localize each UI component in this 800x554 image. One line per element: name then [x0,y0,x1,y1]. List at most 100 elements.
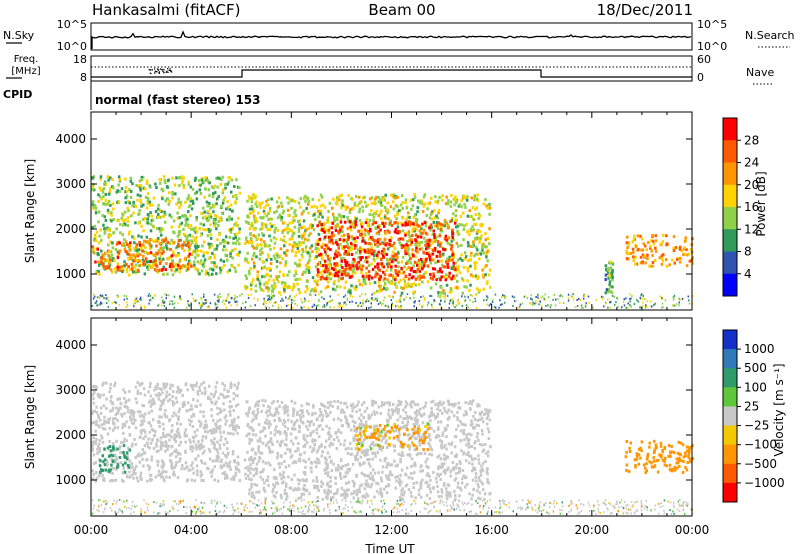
power-echo-cell [146,265,149,269]
power-echo-cell [450,193,453,197]
power-echo-cell [454,221,457,225]
power-echo-cell [387,274,391,278]
power-echo-cell [259,252,262,256]
velocity-echo-cell [223,395,226,399]
velocity-echo-cell [118,456,122,459]
power-echo-cell [357,256,360,260]
power-echo-cell [278,270,282,274]
power-clutter-cell [234,296,237,299]
velocity-echo-cell [137,452,140,456]
power-echo-cell [368,251,371,255]
velocity-echo-cell [391,412,394,416]
power-echo-cell [217,195,220,199]
power-echo-cell [401,237,405,241]
power-clutter-cell [413,296,415,299]
power-echo-cell [212,192,215,196]
velocity-echo-cell [170,452,174,456]
power-echo-cell [416,261,419,265]
power-echo-cell [321,276,324,280]
power-echo-cell [433,247,437,250]
velocity-echo-cell [192,446,195,450]
velocity-echo-cell [178,390,181,394]
velocity-echo-cell [103,447,106,451]
power-echo-cell [189,203,192,207]
velocity-echo-cell [162,463,166,467]
power-clutter-cell [234,301,237,303]
power-echo-cell [321,215,324,219]
power-clutter-cell [160,304,163,307]
power-echo-cell [412,270,416,273]
power-echo-cell [438,234,441,238]
nave-label: Nave [746,66,774,79]
velocity-echo-cell [217,426,220,430]
velocity-echo-cell [323,409,327,413]
power-echo-cell [280,216,284,220]
power-echo-cell [423,236,426,240]
power-echo-cell [212,186,215,190]
power-echo-cell [405,246,409,250]
velocity-echo-cell [233,417,236,421]
velocity-echo-cell [299,496,303,499]
power-clutter-cell [526,297,528,300]
power-echo-cell [137,220,141,224]
velocity-echo-cell [220,458,223,462]
velocity-echo-cell [132,417,135,421]
velocity-echo-cell [374,401,378,405]
power-echo-cell [373,249,376,253]
velocity-echo-cell [231,421,234,425]
power-clutter-cell [471,294,473,297]
power-echo-cell [224,183,227,187]
power-clutter-cell [308,300,310,303]
power-echo-cell [477,216,481,220]
power-echo-cell [253,264,256,268]
velocity-echo-cell [96,447,99,451]
power-echo-cell [306,251,310,255]
power-echo-cell [247,195,251,199]
velocity-echo-cell [377,482,380,486]
velocity-echo-cell [91,441,94,445]
power-clutter-cell [584,303,587,306]
velocity-echo-cell [210,414,213,418]
velocity-echo-cell [244,466,247,470]
power-echo-cell [319,271,322,275]
power-echo-cell [208,267,212,271]
power-echo-cell [487,273,491,277]
power-echo-cell [214,222,217,226]
velocity-echo-cell [323,488,326,492]
power-echo-cell [384,209,388,213]
velocity-echo-cell [178,435,182,439]
power-echo-cell [93,204,97,207]
velocity-echo-cell [197,440,200,444]
power-echo-cell [405,219,408,223]
power-echo-cell [196,269,200,273]
power-clutter-cell [285,296,287,299]
power-echo-cell [136,268,140,272]
power-echo-cell [363,200,367,204]
power-echo-cell [133,241,136,245]
power-echo-cell [611,268,614,272]
power-echo-cell [254,284,258,288]
power-echo-cell [450,267,453,270]
power-echo-cell [352,206,355,210]
power-echo-cell [447,236,451,240]
power-echo-cell [339,226,342,230]
power-echo-cell [233,223,236,227]
power-echo-cell [439,222,442,226]
power-echo-cell [198,272,201,276]
power-echo-cell [368,274,371,278]
power-clutter-cell [249,305,252,308]
power-echo-cell [339,220,343,224]
velocity-echo-cell [303,451,306,455]
power-echo-cell [378,212,382,216]
power-echo-cell [263,275,267,279]
station-title: Hankasalmi (fitACF) [92,1,240,19]
power-clutter-cell [398,306,400,309]
power-clutter-cell [420,296,422,298]
power-echo-cell [286,223,290,227]
velocity-echo-cell [98,396,101,399]
velocity-echo-cell [316,486,319,490]
power-clutter-cell [379,300,381,303]
power-echo-cell [298,243,301,247]
